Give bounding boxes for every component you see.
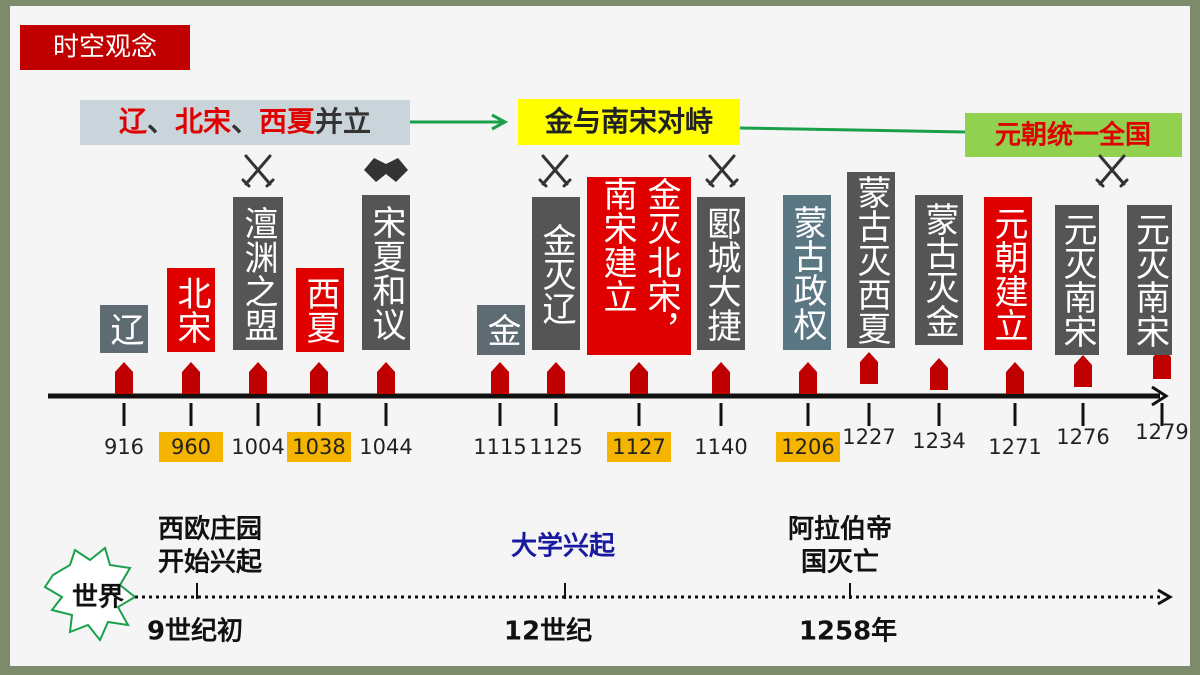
event-box: 宋夏和议 [362,195,410,350]
phase-label: 辽、北宋、西夏并立 [119,105,371,138]
event-box: 元灭南宋 [1055,205,1099,355]
event-marker [182,362,200,394]
event-box: 金灭北宋，南宋建立 [587,177,691,355]
world-arrow [1157,588,1173,606]
event-marker [799,362,817,394]
world-event: 阿拉伯帝 [788,514,892,545]
world-burst [43,546,137,642]
event-marker [547,362,565,394]
year-label: 960 [159,432,223,462]
axis-arrow [1151,385,1169,407]
event-box: 辽 [100,305,148,353]
event-box: 元灭南宋 [1127,205,1172,355]
year-label: 1276 [1056,425,1110,449]
event-marker [712,362,730,394]
year-label: 1206 [776,432,840,462]
phase-label: 元朝统一全国 [995,120,1151,151]
event-marker [115,362,133,394]
year-label: 1140 [694,435,748,459]
event-marker [310,362,328,394]
event-marker [1074,355,1092,387]
phase-arrows [410,113,966,134]
event-box: 蒙古政权 [783,195,831,350]
year-label: 1004 [231,435,285,459]
event-box: 蒙古灭西夏 [847,172,895,348]
handshake-icon [364,158,408,182]
event-marker [630,362,648,394]
event-marker [491,362,509,394]
world-event: 开始兴起 [158,548,263,578]
phase-label: 金与南宋对峙 [544,105,713,138]
year-label: 1115 [473,435,527,459]
year-label: 1044 [359,435,413,459]
phase-part: 辽 [119,105,147,138]
event-marker [377,362,395,394]
year-label: 1271 [988,435,1042,459]
year-label: 1127 [607,432,671,462]
world-event: 国灭亡 [801,547,879,578]
header-title: 时空观念 [53,33,157,63]
year-label: 1234 [912,429,966,453]
event-marker [930,358,948,390]
year-label: 1227 [842,425,896,449]
event-marker [1006,362,1024,394]
year-label: 1125 [529,435,583,459]
battle-icons [241,154,1129,188]
phase-part: 、 [231,105,259,138]
event-box: 金 [477,305,525,355]
phase-box [518,99,740,145]
event-box: 澶渊之盟 [233,197,283,350]
world-time: 9世纪初 [147,616,243,647]
year-label: 1279 [1135,420,1189,444]
year-label: 916 [103,435,145,459]
phase-part: 西夏 [259,105,316,138]
event-box: 郾城大捷 [697,197,745,350]
event-box: 金灭辽 [532,197,580,350]
world-time: 1258年 [799,616,897,647]
event-box: 元朝建立 [984,197,1032,350]
phase-box [965,113,1182,157]
event-marker [1153,347,1171,379]
event-box: 北宋 [167,268,215,352]
phase-part: 、 [147,105,175,138]
world-time: 12世纪 [504,616,592,647]
event-box: 西夏 [296,268,344,352]
header-box [20,25,190,70]
world-label: 世界 [72,583,124,613]
world-event: 大学兴起 [511,531,616,562]
event-marker [249,362,267,394]
year-label: 1038 [287,432,351,462]
event-marker [860,352,878,384]
phase-part: 北宋 [175,105,231,138]
phase-part: 并立 [315,105,371,138]
event-box: 蒙古灭金 [915,195,963,345]
world-event: 西欧庄园 [158,514,262,545]
phase-box [80,100,410,145]
